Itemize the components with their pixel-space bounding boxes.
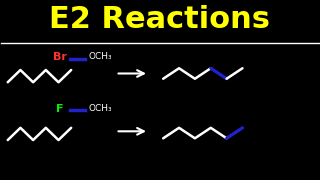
Text: Br: Br <box>53 52 67 62</box>
Text: F: F <box>56 103 64 114</box>
Text: OCH₃: OCH₃ <box>89 104 112 113</box>
Text: OCH₃: OCH₃ <box>89 52 112 61</box>
Text: E2 Reactions: E2 Reactions <box>50 5 270 34</box>
